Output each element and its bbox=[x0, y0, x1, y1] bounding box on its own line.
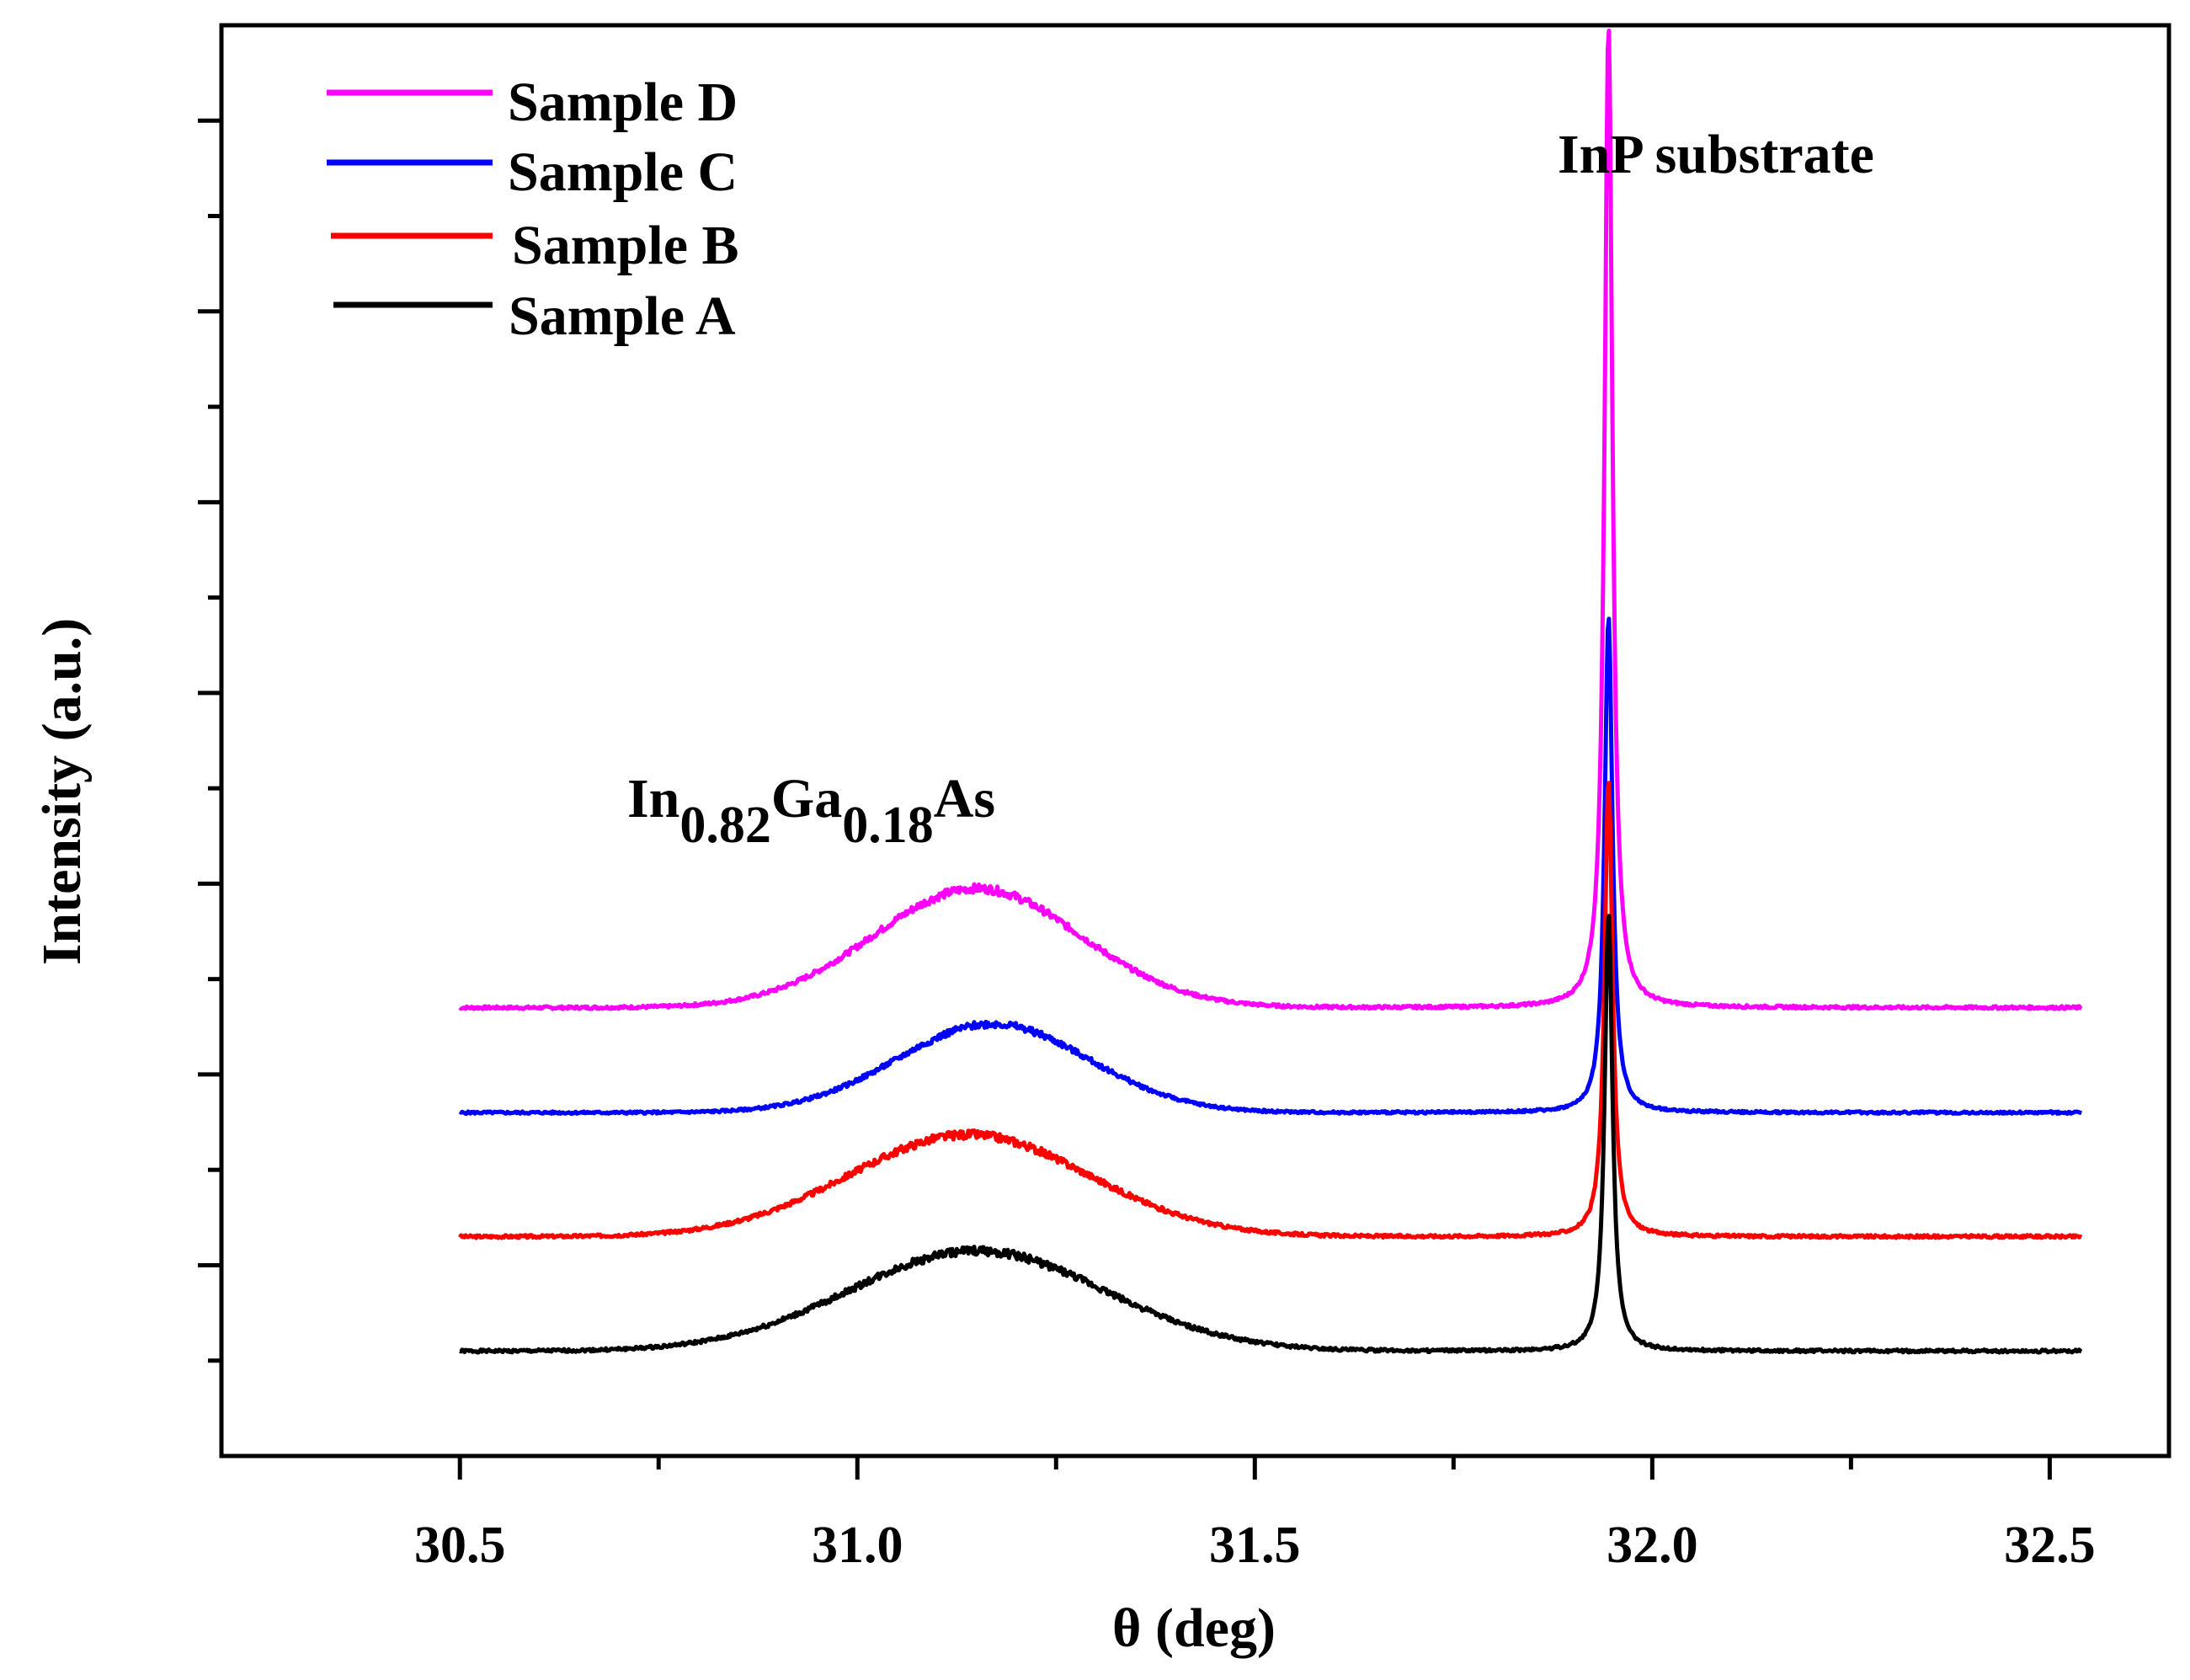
alloy-sub1: 0.82 bbox=[679, 797, 771, 854]
legend: Sample D Sample C Sample B Sample A bbox=[327, 72, 739, 347]
annotation-inp-substrate: InP substrate bbox=[1558, 124, 1874, 185]
series-line-sample-c bbox=[458, 616, 2083, 1117]
legend-label-sample-b: Sample B bbox=[512, 215, 739, 276]
ticks-layer bbox=[198, 118, 2052, 1480]
alloy-sub2: 0.18 bbox=[842, 797, 934, 854]
series-line-sample-b bbox=[458, 781, 2083, 1240]
annotation-alloy: In0.82Ga0.18As bbox=[627, 768, 995, 854]
alloy-base: In bbox=[627, 768, 679, 829]
legend-label-sample-a: Sample A bbox=[509, 285, 736, 347]
x-tick-label: 31.5 bbox=[1209, 1517, 1301, 1574]
x-axis-title: θ (deg) bbox=[1112, 1597, 1276, 1659]
legend-label-sample-d: Sample D bbox=[508, 72, 738, 133]
x-tick-label: 32.5 bbox=[2004, 1517, 2096, 1574]
y-axis-title: Intensity (a.u.) bbox=[31, 618, 93, 966]
x-tick-label: 31.0 bbox=[812, 1517, 903, 1574]
alloy-end: As bbox=[934, 768, 995, 829]
x-tick-label: 30.5 bbox=[414, 1517, 506, 1574]
plot-frame bbox=[219, 23, 2171, 1459]
x-tick-label: 32.0 bbox=[1607, 1517, 1698, 1574]
series-line-sample-d bbox=[458, 29, 2083, 1011]
series-line-sample-a bbox=[459, 914, 2083, 1355]
series-layer bbox=[458, 29, 2083, 1355]
alloy-mid: Ga bbox=[771, 768, 842, 829]
legend-label-sample-c: Sample C bbox=[508, 141, 738, 203]
